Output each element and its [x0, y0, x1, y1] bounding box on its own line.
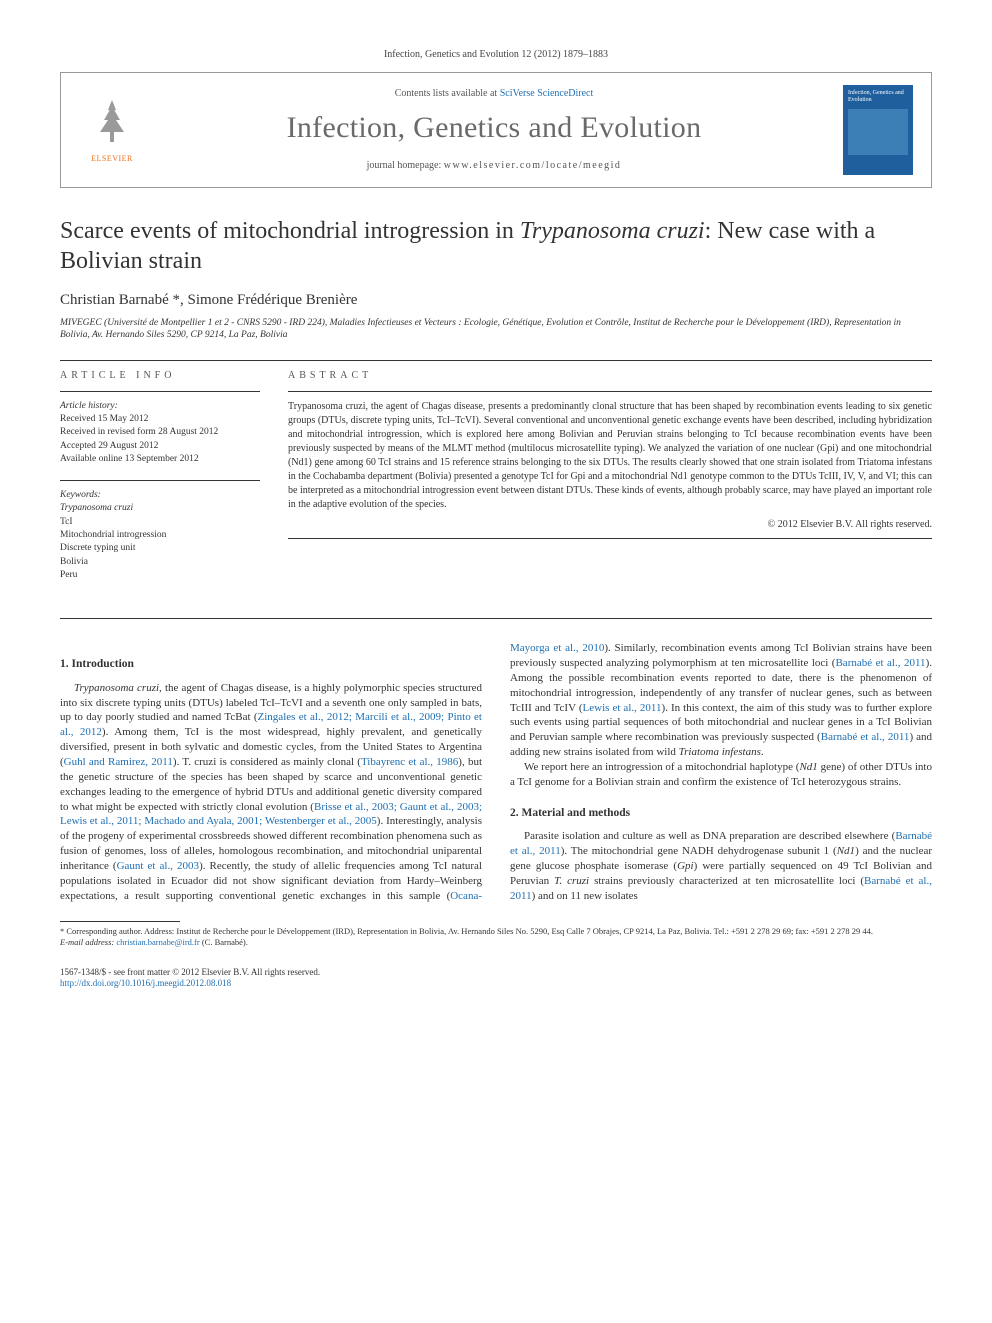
- email-label: E-mail address:: [60, 937, 116, 947]
- elsevier-name: ELSEVIER: [91, 153, 133, 164]
- elsevier-logo: ELSEVIER: [79, 91, 145, 169]
- email-link[interactable]: christian.barnabe@ird.fr: [116, 937, 199, 947]
- s2-ital2: Gpi: [677, 860, 694, 872]
- history-2: Accepted 29 August 2012: [60, 440, 260, 453]
- doi-value[interactable]: 10.1016/j.meegid.2012.08.018: [121, 978, 231, 988]
- corr-address: * Corresponding author. Address: Institu…: [60, 926, 932, 937]
- info-abstract-row: ARTICLE INFO Article history: Received 1…: [60, 369, 932, 597]
- corresponding-author-footnote: * Corresponding author. Address: Institu…: [60, 926, 932, 948]
- abs-rule1: [288, 391, 932, 392]
- s2-p1f: ) and on 11 new isolates: [532, 890, 638, 902]
- s1-p2a: We report here an introgression of a mit…: [524, 761, 799, 773]
- email-who: (C. Barnabé).: [200, 937, 248, 947]
- title-organism: Trypanosoma cruzi: [520, 218, 705, 244]
- s1-cite8[interactable]: Lewis et al., 2011: [583, 702, 662, 714]
- s2-p1b: ). The mitochondrial gene NADH dehydroge…: [561, 845, 837, 857]
- kw-5: Peru: [60, 569, 260, 582]
- issn-line: 1567-1348/$ - see front matter © 2012 El…: [60, 967, 932, 979]
- elsevier-tree-icon: [90, 96, 134, 151]
- title-pre: Scarce events of mitochondrial introgres…: [60, 218, 520, 244]
- footnote-separator: [60, 921, 180, 922]
- rule-mid: [60, 618, 932, 619]
- info-label: ARTICLE INFO: [60, 369, 260, 383]
- article-title: Scarce events of mitochondrial introgres…: [60, 216, 932, 276]
- kw-0: Trypanosoma cruzi: [60, 502, 260, 515]
- history-label: Article history:: [60, 400, 260, 413]
- journal-header: ELSEVIER Contents lists available at Sci…: [60, 72, 932, 188]
- homepage-url[interactable]: www.elsevier.com/locate/meegid: [444, 160, 622, 171]
- s1-p1-ital: Triatoma infestans: [679, 746, 761, 758]
- kw-3: Discrete typing unit: [60, 542, 260, 555]
- contents-prefix: Contents lists available at: [395, 88, 500, 99]
- abstract: ABSTRACT Trypanosoma cruzi, the agent of…: [288, 369, 932, 597]
- s1-cite3[interactable]: Tibayrenc et al., 1986: [361, 756, 458, 768]
- journal-name: Infection, Genetics and Evolution: [161, 107, 827, 149]
- kw-1: TcI: [60, 516, 260, 529]
- history-0: Received 15 May 2012: [60, 413, 260, 426]
- s1-p1-organism: Trypanosoma cruzi: [74, 682, 159, 694]
- history-1: Received in revised form 28 August 2012: [60, 426, 260, 439]
- doi-line: http://dx.doi.org/10.1016/j.meegid.2012.…: [60, 978, 932, 990]
- body-columns: 1. Introduction Trypanosoma cruzi, the a…: [60, 641, 932, 903]
- s1-cite7[interactable]: Barnabé et al., 2011: [835, 657, 925, 669]
- keywords-label: Keywords:: [60, 489, 260, 502]
- s2-p1: Parasite isolation and culture as well a…: [510, 829, 932, 903]
- rule-top: [60, 360, 932, 361]
- affiliation: MIVEGEC (Université de Montpellier 1 et …: [60, 317, 932, 342]
- contents-line: Contents lists available at SciVerse Sci…: [161, 87, 827, 101]
- abstract-body: Trypanosoma cruzi, the agent of Chagas d…: [288, 400, 932, 512]
- corr-email-line: E-mail address: christian.barnabe@ird.fr…: [60, 937, 932, 948]
- info-rule2: [60, 480, 260, 481]
- s2-p1a: Parasite isolation and culture as well a…: [524, 830, 895, 842]
- abstract-copyright: © 2012 Elsevier B.V. All rights reserved…: [288, 518, 932, 532]
- homepage-label: journal homepage:: [367, 160, 444, 171]
- section-1-title: 1. Introduction: [60, 657, 482, 673]
- cover-title: Infection, Genetics and Evolution: [848, 90, 908, 103]
- doi-prefix[interactable]: http://dx.doi.org/: [60, 978, 121, 988]
- cover-image-placeholder: [848, 109, 908, 155]
- journal-cover-thumb: Infection, Genetics and Evolution: [843, 85, 913, 175]
- s1-cite2[interactable]: Guhl and Ramirez, 2011: [64, 756, 173, 768]
- kw-4: Bolivia: [60, 556, 260, 569]
- sciencedirect-link[interactable]: SciVerse ScienceDirect: [500, 88, 594, 99]
- kw-2: Mitochondrial introgression: [60, 529, 260, 542]
- article-history: Article history: Received 15 May 2012 Re…: [60, 400, 260, 466]
- s2-p1e: strains previously characterized at ten …: [589, 875, 864, 887]
- s1-p2: We report here an introgression of a mit…: [510, 760, 932, 790]
- s2-ital1: Nd1: [837, 845, 855, 857]
- journal-homepage: journal homepage: www.elsevier.com/locat…: [161, 159, 827, 173]
- abs-rule2: [288, 538, 932, 539]
- s1-cite5[interactable]: Gaunt et al., 2003: [117, 860, 199, 872]
- section-2-title: 2. Material and methods: [510, 806, 932, 822]
- history-3: Available online 13 September 2012: [60, 453, 260, 466]
- article-page: Infection, Genetics and Evolution 12 (20…: [0, 0, 992, 1038]
- abstract-label: ABSTRACT: [288, 369, 932, 383]
- s1-p2-ital: Nd1: [799, 761, 817, 773]
- s2-ital3: T. cruzi: [554, 875, 589, 887]
- article-info: ARTICLE INFO Article history: Received 1…: [60, 369, 260, 597]
- header-center: Contents lists available at SciVerse Sci…: [161, 87, 827, 173]
- keywords: Keywords: Trypanosoma cruzi TcI Mitochon…: [60, 489, 260, 582]
- page-footer: 1567-1348/$ - see front matter © 2012 El…: [60, 967, 932, 990]
- running-head: Infection, Genetics and Evolution 12 (20…: [60, 48, 932, 62]
- authors: Christian Barnabé *, Simone Frédérique B…: [60, 290, 932, 311]
- s1-p1l: .: [761, 746, 764, 758]
- s1-cite9[interactable]: Barnabé et al., 2011: [821, 731, 910, 743]
- s1-p1d: ). T. cruzi is considered as mainly clon…: [173, 756, 361, 768]
- info-rule1: [60, 391, 260, 392]
